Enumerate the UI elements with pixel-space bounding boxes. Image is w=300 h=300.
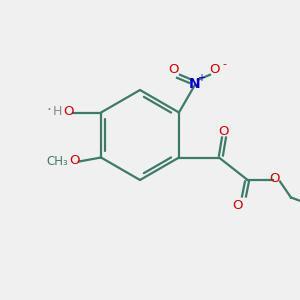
Text: O: O xyxy=(233,199,243,212)
Text: O: O xyxy=(210,63,220,76)
Text: O: O xyxy=(270,172,280,185)
Text: -: - xyxy=(222,59,226,69)
Text: O: O xyxy=(63,105,73,118)
Text: H: H xyxy=(52,105,62,118)
Text: O: O xyxy=(169,63,179,76)
Text: O: O xyxy=(219,125,229,138)
Text: O: O xyxy=(69,154,79,167)
Text: N: N xyxy=(189,77,201,91)
Text: CH₃: CH₃ xyxy=(46,155,68,168)
Text: ·: · xyxy=(46,103,52,118)
Text: +: + xyxy=(197,73,205,83)
